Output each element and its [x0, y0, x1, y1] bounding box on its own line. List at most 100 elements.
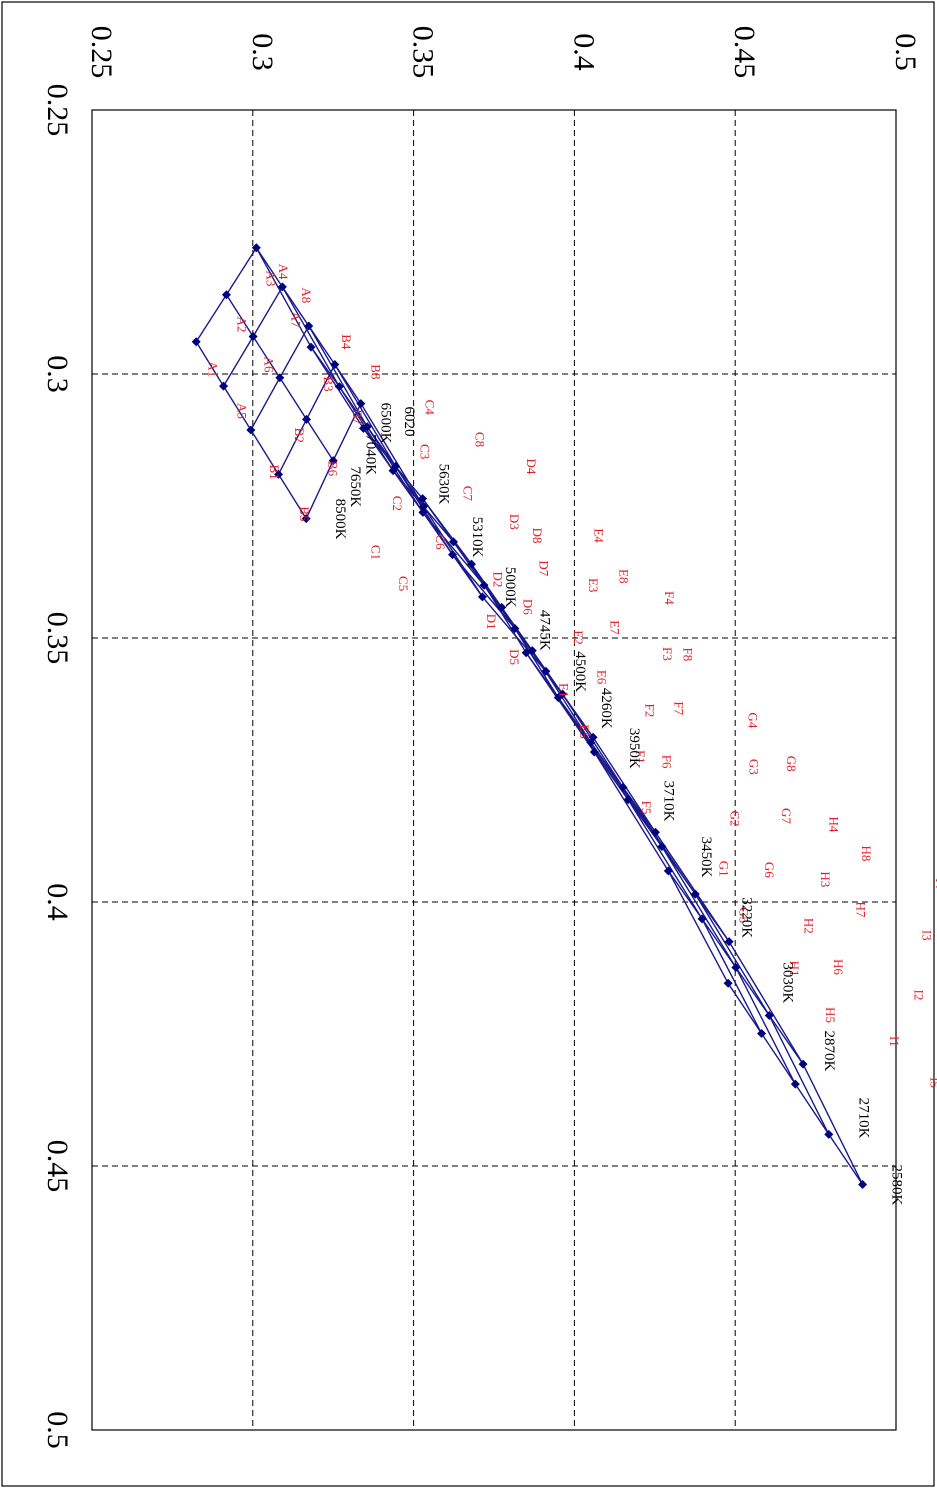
- bin-label-F6: F6: [660, 755, 675, 769]
- bin-label-A7: A7: [289, 312, 304, 328]
- corner-point: [418, 507, 428, 517]
- bin-label-E3: E3: [586, 578, 601, 592]
- bin-label-F4: F4: [662, 591, 677, 605]
- corner-point: [306, 342, 316, 352]
- corner-point: [824, 1129, 834, 1139]
- bin-label-G5: G5: [737, 907, 752, 923]
- cct-label: 3450K: [698, 837, 714, 878]
- corner-point: [650, 827, 660, 837]
- bin-label-G2: G2: [728, 811, 743, 827]
- bin-label-F8: F8: [680, 648, 695, 662]
- bin-label-G8: G8: [784, 756, 799, 772]
- corner-point: [697, 914, 707, 924]
- corner-point: [302, 414, 312, 424]
- cct-label: 8500K: [332, 499, 348, 540]
- bin-label-I5: I5: [928, 1077, 937, 1088]
- corner-point: [419, 502, 429, 512]
- bin-mesh: [195, 246, 864, 1185]
- x-tick-label: 0.45: [41, 1140, 74, 1193]
- bin-label-G1: G1: [716, 861, 731, 877]
- bin-label-F7: F7: [671, 701, 686, 715]
- bin-label-A6: A6: [262, 357, 277, 373]
- corner-point: [304, 321, 314, 331]
- axis-tick-labels: 0.25 0.3 0.35 0.4 0.45 0.5 0.25 0.3 0.35 0.4 0.45 0…: [41, 26, 922, 1449]
- bin-label-D4: D4: [524, 458, 539, 474]
- corner-point: [731, 962, 741, 972]
- corner-point: [251, 243, 261, 253]
- corner-point: [301, 514, 311, 524]
- corner-point: [418, 494, 428, 504]
- bin-label-H2: H2: [802, 918, 817, 934]
- corner-point: [388, 466, 398, 476]
- corner-point: [477, 592, 487, 602]
- bin-label-F1: F1: [633, 750, 648, 764]
- corner-point: [277, 282, 287, 292]
- bin-label-H6: H6: [831, 959, 846, 975]
- cct-label: 4745K: [537, 610, 553, 651]
- corner-point: [510, 623, 520, 633]
- bin-label-F3: F3: [660, 647, 675, 661]
- x-tick-label: 0.5: [41, 1411, 74, 1449]
- corner-point: [191, 337, 201, 347]
- bin-label-I1: I1: [887, 1036, 902, 1047]
- corner-point: [757, 1028, 767, 1038]
- corner-point: [589, 747, 599, 757]
- bin-label-I2: I2: [911, 990, 926, 1001]
- duv-line: [305, 402, 864, 1185]
- bin-label-G6: G6: [762, 862, 777, 878]
- bin-label-E4: E4: [592, 528, 607, 543]
- y-tick-label: 0.45: [728, 26, 761, 79]
- cct-label: 3220K: [739, 897, 755, 938]
- bin-label-E6: E6: [595, 670, 610, 685]
- bin-label-I4: I4: [933, 878, 937, 889]
- bin-label-G4: G4: [746, 712, 761, 728]
- bin-label-D1: D1: [484, 614, 499, 630]
- bin-label-A2: A2: [234, 316, 249, 332]
- corner-point: [448, 550, 458, 560]
- bin-label-C6: C6: [433, 534, 448, 550]
- bin-label-H7: H7: [853, 901, 868, 917]
- bin-label-C5: C5: [396, 576, 411, 591]
- bin-label-C7: C7: [460, 486, 475, 502]
- corner-point: [623, 795, 633, 805]
- bin-label-C1: C1: [368, 545, 383, 560]
- bin-label-D5: D5: [507, 649, 522, 665]
- corner-point: [586, 738, 596, 748]
- corner-point: [330, 359, 340, 369]
- bin-label-C8: C8: [473, 432, 488, 447]
- corner-point: [275, 373, 285, 383]
- bin-label-F5: F5: [639, 801, 654, 815]
- corner-point: [657, 842, 667, 852]
- bin-label-H4: H4: [826, 816, 841, 832]
- bin-label-E2: E2: [571, 630, 586, 644]
- bin-label-A3: A3: [264, 270, 279, 286]
- x-tick-label: 0.3: [41, 355, 74, 393]
- y-tick-label: 0.4: [567, 33, 600, 71]
- corner-point: [798, 1059, 808, 1069]
- corner-point: [219, 381, 229, 391]
- y-tick-label: 0.3: [246, 33, 279, 71]
- cct-label: 7650K: [347, 466, 363, 507]
- bin-label-E1: E1: [556, 683, 571, 697]
- bin-label-D2: D2: [491, 571, 506, 587]
- bin-label-C4: C4: [422, 400, 437, 416]
- cct-label: 4500K: [572, 651, 588, 692]
- bin-label-E8: E8: [617, 569, 632, 583]
- corner-point: [663, 866, 673, 876]
- bin-label-A1: A1: [206, 361, 221, 377]
- corner-point: [764, 1011, 774, 1021]
- x-tick-label: 0.25: [41, 84, 74, 137]
- cct-label: 5000K: [502, 567, 518, 608]
- bin-label-G7: G7: [779, 808, 794, 824]
- cct-label: 7040K: [362, 434, 378, 475]
- corner-point: [479, 580, 489, 590]
- corner-point: [248, 332, 258, 342]
- bin-label-D3: D3: [507, 514, 522, 530]
- cct-label: 3030K: [780, 962, 796, 1003]
- corner-point: [790, 1079, 800, 1089]
- bin-label-B3: B3: [321, 376, 336, 391]
- duv-line: [250, 324, 796, 1085]
